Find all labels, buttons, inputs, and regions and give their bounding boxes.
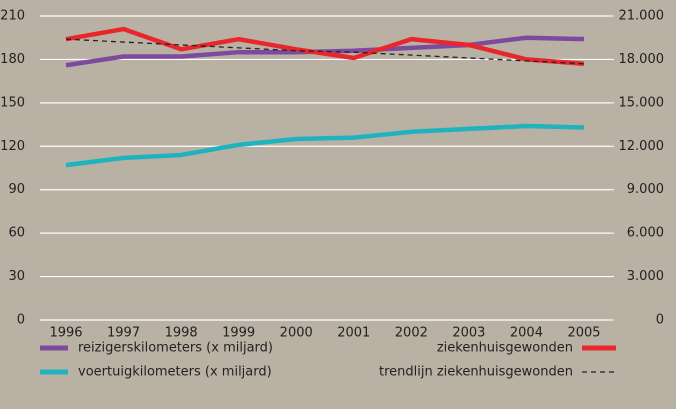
x-tick-label: 2000 (280, 326, 313, 341)
series-line (65, 123, 585, 168)
y-tick-label: 210 (0, 9, 25, 24)
y-tick-label: 0 (17, 313, 25, 328)
y2-tick-label: 12.000 (619, 139, 665, 154)
series-line (65, 26, 585, 67)
x-tick-label: 1998 (165, 326, 198, 341)
y2-tick-label: 0 (656, 313, 664, 328)
y2-tick-label: 3.000 (627, 269, 664, 284)
y-tick-label: 120 (0, 139, 25, 154)
y-tick-label: 60 (8, 226, 25, 241)
x-tick-label: 1999 (222, 326, 255, 341)
legend-label: voertuigkilometers (x miljard) (78, 365, 272, 380)
x-tick-label: 2003 (452, 326, 485, 341)
y-tick-label: 30 (8, 269, 25, 284)
y2-tick-label: 15.000 (619, 95, 665, 110)
x-tick-label: 2004 (510, 326, 543, 341)
legend-label: ziekenhuisgewonden (437, 341, 573, 356)
y2-tick-label: 21.000 (619, 9, 665, 24)
x-tick-label: 2002 (395, 326, 428, 341)
y-tick-label: 180 (0, 52, 25, 67)
x-tick-label: 2005 (567, 326, 600, 341)
y2-tick-label: 6.000 (627, 226, 664, 241)
series-line (65, 38, 585, 65)
y2-tick-label: 18.000 (619, 52, 665, 67)
y2-tick-label: 9.000 (627, 182, 664, 197)
x-tick-label: 2001 (337, 326, 370, 341)
x-tick-label: 1997 (107, 326, 140, 341)
y-tick-label: 90 (8, 182, 25, 197)
legend-label: trendlijn ziekenhuisgewonden (379, 365, 573, 380)
y-tick-label: 150 (0, 95, 25, 110)
x-tick-label: 1996 (49, 326, 82, 341)
legend-label: reizigerskilometers (x miljard) (78, 341, 273, 356)
